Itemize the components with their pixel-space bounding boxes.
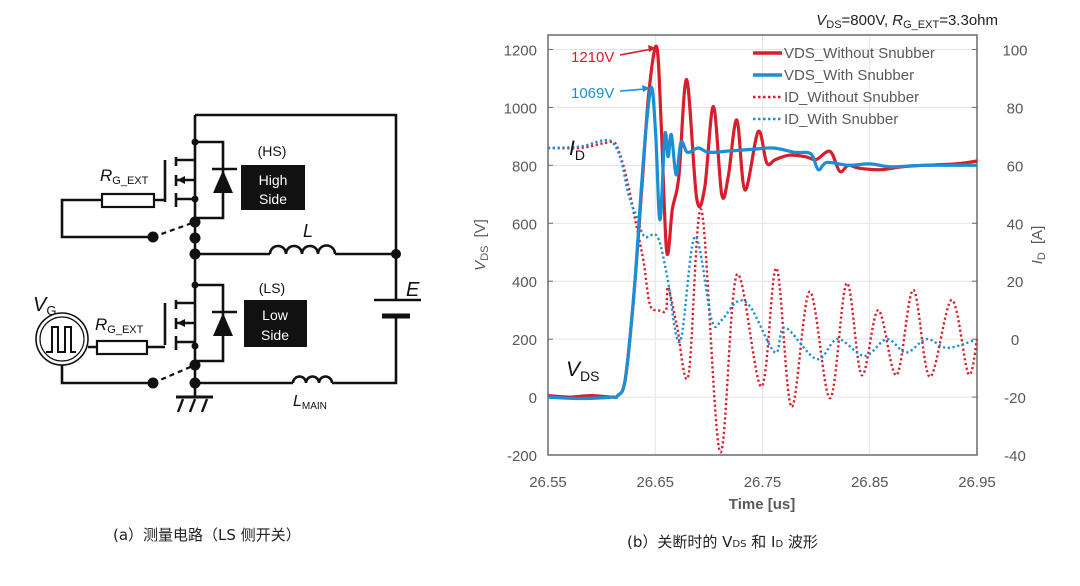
y-right-tick-label: 20 xyxy=(1007,274,1024,291)
y-right-tick-label: 100 xyxy=(1002,42,1027,59)
circuit-diagram: High Side (HS) Low Side (LS) xyxy=(33,113,421,413)
ticks: 26.55 26.65 26.75 26.85 26.95-20002004006008… xyxy=(504,42,1028,491)
low-side-label: Low xyxy=(262,307,289,323)
peak-annotations: 1210V 1069V ID VDS xyxy=(566,45,656,384)
x-tick-label: 26.95 xyxy=(958,474,996,491)
peak-without-label: 1210V xyxy=(571,49,614,66)
l-label: L xyxy=(303,221,313,241)
peak-with-label: 1069V xyxy=(571,85,614,102)
legend-item: VDS_Without Snubber xyxy=(753,45,935,62)
e-label: E xyxy=(406,279,420,301)
low-side-label-2: Side xyxy=(261,327,289,343)
y-right-tick-label: 0 xyxy=(1011,332,1019,349)
chart-title: VDS=800V, RG_EXT=3.3ohm xyxy=(816,12,998,31)
high-side-label-2: Side xyxy=(259,191,287,207)
y-right-axis-label: ID[A] xyxy=(1029,226,1048,264)
ls-tag: (LS) xyxy=(259,280,285,296)
svg-text:VDS_Without Snubber: VDS_Without Snubber xyxy=(784,45,935,62)
vg-label: VG xyxy=(33,294,56,318)
svg-text:VDS_With Snubber: VDS_With Snubber xyxy=(784,67,914,84)
y-left-tick-label: 400 xyxy=(512,274,537,291)
legend-item: ID_Without Snubber xyxy=(753,89,919,106)
y-left-tick-label: 0 xyxy=(529,390,537,407)
x-axis-label: Time [us] xyxy=(729,496,795,513)
x-tick-label: 26.85 xyxy=(851,474,889,491)
id-tag: ID xyxy=(569,137,585,163)
rg-ext-label-ls: RG_EXT xyxy=(95,315,144,336)
chart: 26.55 26.65 26.75 26.85 26.95-20002004006008… xyxy=(472,12,1048,513)
y-right-tick-label: -20 xyxy=(1004,390,1026,407)
svg-text:ID_With Snubber: ID_With Snubber xyxy=(784,111,898,128)
plot-frame xyxy=(547,34,978,456)
low-side-box xyxy=(244,300,307,347)
y-left-tick-label: 800 xyxy=(512,158,537,175)
y-left-axis-label: VDS[V] xyxy=(472,219,491,271)
y-left-tick-label: 200 xyxy=(512,332,537,349)
vds-tag: VDS xyxy=(566,358,599,384)
legend-item: VDS_With Snubber xyxy=(753,67,914,84)
high-side-box xyxy=(241,165,305,210)
y-right-tick-label: 40 xyxy=(1007,216,1024,233)
vg-source xyxy=(35,312,153,385)
y-right-tick-label: -40 xyxy=(1004,448,1026,465)
x-tick-label: 26.75 xyxy=(744,474,782,491)
high-side-label: High xyxy=(259,172,288,188)
lmain-label: LMAIN xyxy=(293,393,327,412)
y-right-tick-label: 60 xyxy=(1007,158,1024,175)
series-line-id-with-snubber xyxy=(547,138,975,361)
svg-text:ID_Without Snubber: ID_Without Snubber xyxy=(784,89,919,106)
hs-mosfet: High Side (HS) xyxy=(60,138,305,260)
series-layer xyxy=(547,44,979,454)
y-right-tick-label: 80 xyxy=(1007,100,1024,117)
legend: VDS_Without Snubber VDS_With Snubber ID_… xyxy=(753,45,935,128)
legend-item: ID_With Snubber xyxy=(753,111,898,128)
caption-b: (b）关断时的 VDS 和 ID 波形 xyxy=(627,533,818,551)
x-tick-label: 26.65 xyxy=(636,474,674,491)
y-left-tick-label: 1200 xyxy=(504,42,537,59)
inductor-l xyxy=(268,244,337,255)
series-line-id-without-snubber xyxy=(547,140,979,454)
hs-tag: (HS) xyxy=(258,143,287,159)
ls-mosfet: Low Side (LS) xyxy=(88,280,307,389)
y-left-tick-label: 600 xyxy=(512,216,537,233)
y-left-tick-label: -200 xyxy=(507,448,537,465)
rg-ext-label-hs: RG_EXT xyxy=(100,166,149,187)
inductor-lmain xyxy=(291,375,334,384)
x-tick-label: 26.55 xyxy=(529,474,567,491)
ground-icon xyxy=(176,383,213,413)
series-line-vds-with-snubber xyxy=(547,85,978,401)
battery-e xyxy=(374,298,421,319)
y-left-tick-label: 1000 xyxy=(504,100,537,117)
caption-a: (a）测量电路（LS 侧开关） xyxy=(113,526,301,544)
